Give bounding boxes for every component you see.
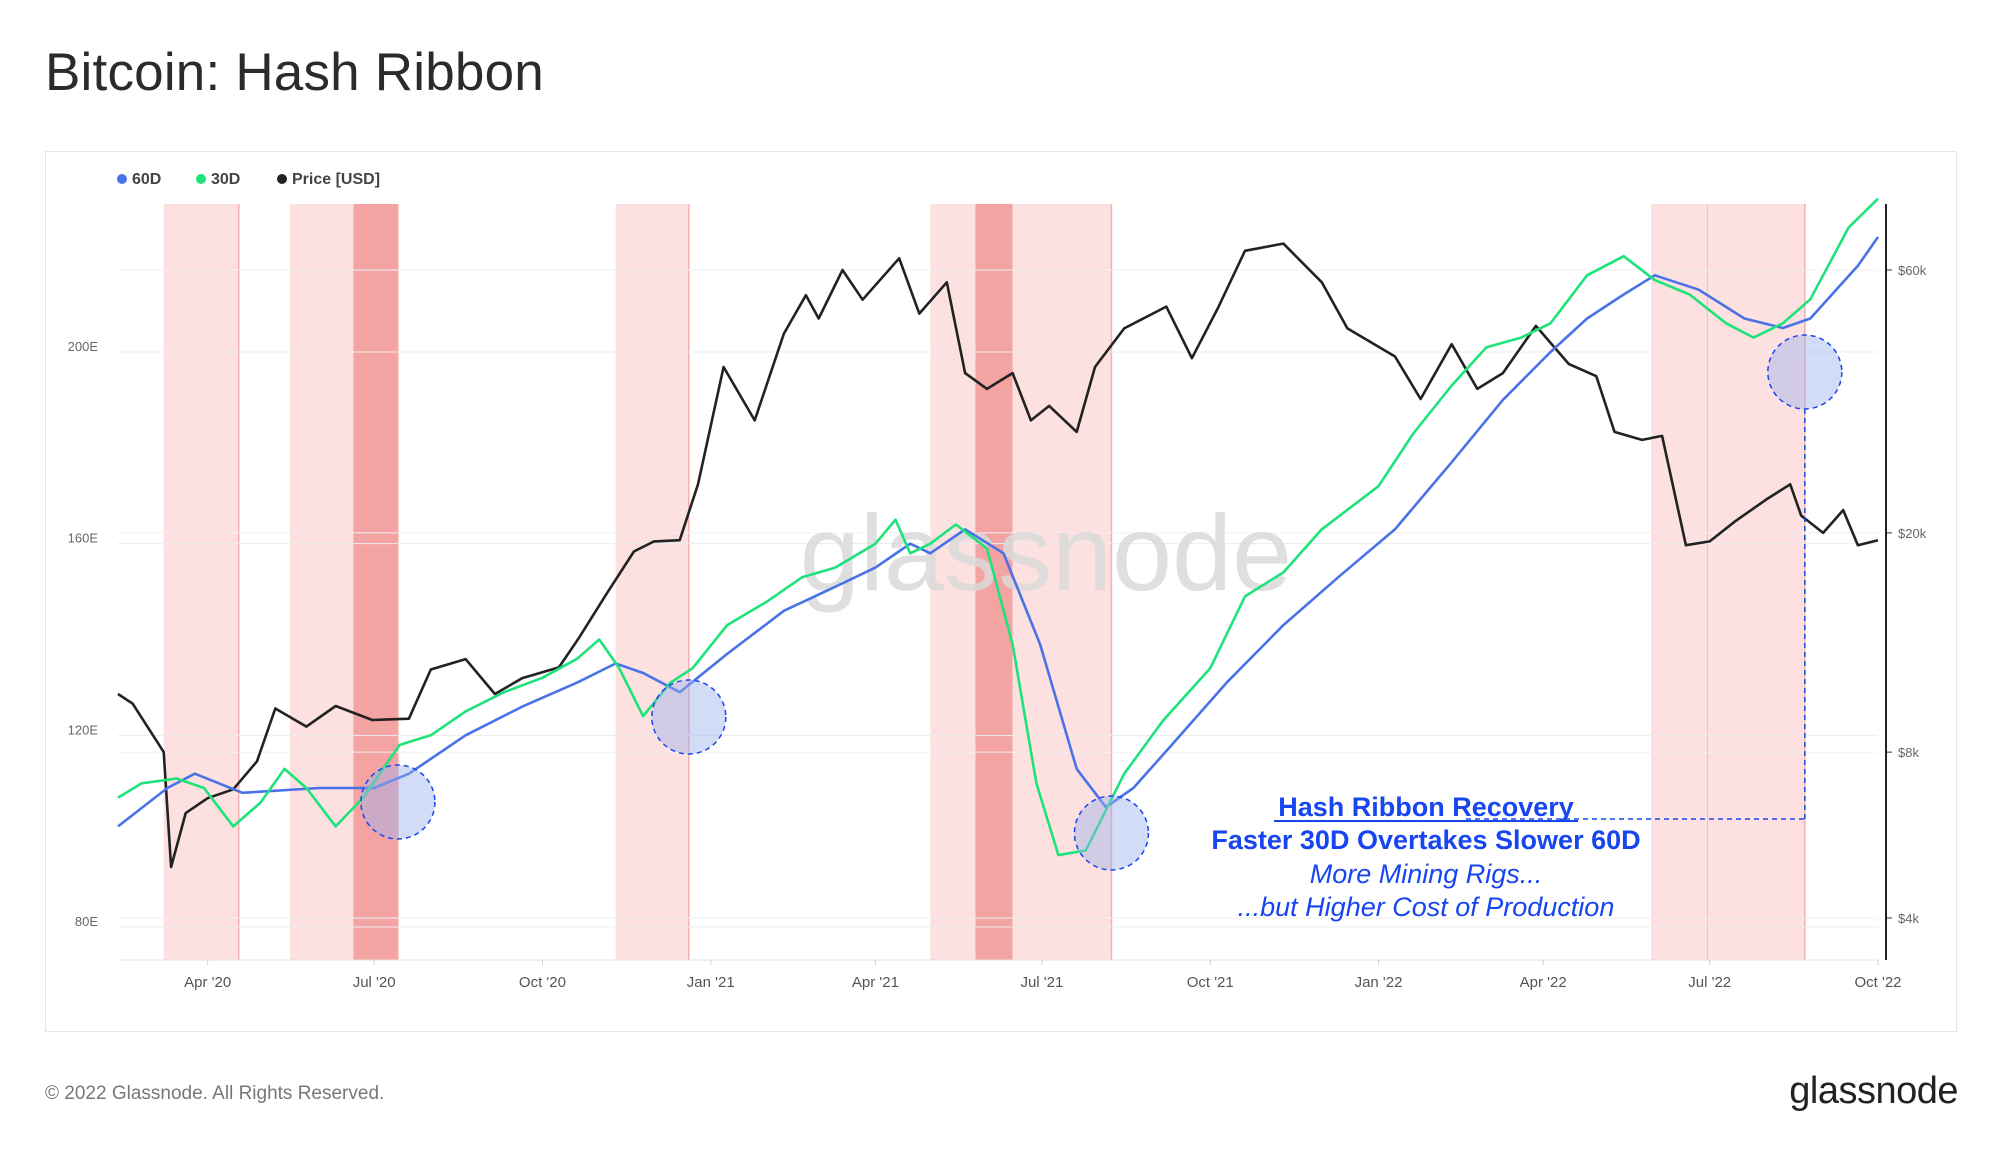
series-line-30d <box>117 197 1879 857</box>
y-right-tick-label: $20k <box>1898 526 1927 541</box>
y-left-tick-label: 200E <box>68 339 99 354</box>
legend-marker-2 <box>196 174 206 184</box>
y-right-tick-label: $8k <box>1898 745 1919 760</box>
x-tick-label: Apr '20 <box>184 974 231 991</box>
x-tick-label: Apr '22 <box>1520 974 1567 991</box>
x-tick-label: Oct '22 <box>1854 974 1901 991</box>
watermark-text: glassnode <box>800 492 1292 613</box>
capitulation-band-4 <box>615 204 689 960</box>
capitulation-band-5 <box>930 204 977 960</box>
annotation-line-4: ...but Higher Cost of Production <box>1238 892 1615 922</box>
y-left-tick-label: 160E <box>68 531 99 546</box>
legend-label-2: 30D <box>211 171 240 188</box>
series-line-price-usd <box>117 242 1879 869</box>
capitulation-band-3 <box>354 204 398 960</box>
y-right-tick-label: $4k <box>1898 911 1919 926</box>
brand-logo-text: glassnode <box>1789 1070 1958 1112</box>
x-tick-label: Jan '22 <box>1355 974 1403 991</box>
x-tick-label: Jul '21 <box>1020 974 1063 991</box>
annotation-line-2: Faster 30D Overtakes Slower 60D <box>1211 825 1640 855</box>
x-tick-label: Jan '21 <box>687 974 735 991</box>
page-title: Bitcoin: Hash Ribbon <box>45 43 544 102</box>
capitulation-band-2 <box>289 204 355 960</box>
y-left-tick-label: 120E <box>68 722 99 737</box>
crossover-circle-4 <box>1767 334 1843 410</box>
x-tick-label: Apr '21 <box>852 974 899 991</box>
capitulation-band-1 <box>163 204 239 960</box>
capitulation-band-8 <box>1651 204 1708 960</box>
annotation-line-3: More Mining Rigs... <box>1310 859 1543 889</box>
legend-label-3: Price [USD] <box>292 171 380 188</box>
annotation-title: Hash Ribbon Recovery <box>1278 792 1574 822</box>
copyright-text: © 2022 Glassnode. All Rights Reserved. <box>45 1083 385 1104</box>
crossover-circle-3 <box>1073 795 1150 871</box>
capitulation-band-9 <box>1707 204 1805 960</box>
capitulation-band-6 <box>976 204 1013 960</box>
x-tick-label: Jul '22 <box>1688 974 1731 991</box>
chart-container: glassnode 80E 120E 160E 200E $4k $8k $20k $60k A… <box>45 151 1957 1032</box>
x-tick-label: Jul '20 <box>353 974 396 991</box>
crossover-circle-2 <box>651 679 727 755</box>
crossover-circle-1 <box>360 764 436 840</box>
y-right-tick-label: $60k <box>1898 263 1927 278</box>
hash-ribbon-chart: glassnode 80E 120E 160E 200E $4k $8k $20k $60k A… <box>68 171 1927 991</box>
x-tick-label: Oct '21 <box>1187 974 1234 991</box>
legend-marker-1 <box>117 174 127 184</box>
series-line-60d <box>117 236 1880 828</box>
y-left-tick-label: 80E <box>75 914 98 929</box>
legend-label-1: 60D <box>132 171 161 188</box>
x-tick-label: Oct '20 <box>519 974 566 991</box>
legend-marker-3 <box>277 174 287 184</box>
